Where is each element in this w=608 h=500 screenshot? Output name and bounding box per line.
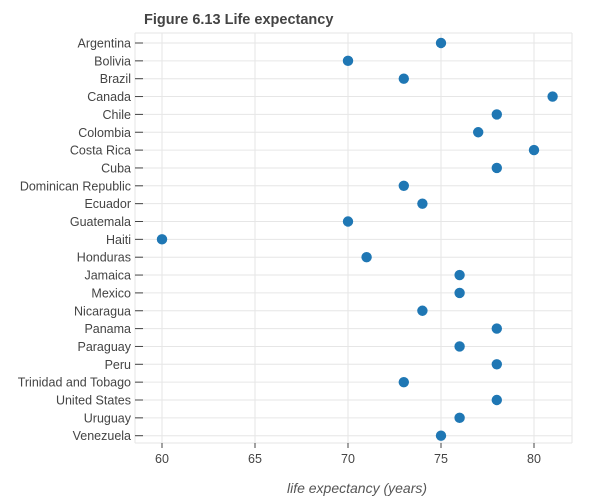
- y-tick-label: Venezuela: [73, 429, 131, 443]
- x-tick-label: 75: [434, 452, 448, 466]
- y-axis: Argentina Bolivia Brazil Canada Chile Colombi…: [18, 37, 143, 443]
- y-tick-label: Nicaragua: [74, 304, 131, 318]
- x-axis: 60 65 70 75 80: [155, 443, 541, 466]
- y-tick-label: Bolivia: [94, 54, 131, 68]
- x-tick-label: 65: [248, 452, 262, 466]
- x-tick-label: 80: [527, 452, 541, 466]
- y-tick-label: Argentina: [77, 37, 131, 51]
- data-point: [473, 127, 484, 138]
- data-point: [454, 412, 465, 424]
- y-tick-label: Paraguay: [77, 340, 131, 354]
- data-point: [342, 55, 354, 67]
- data-point: [528, 144, 540, 156]
- y-tick-label: Haiti: [106, 233, 131, 247]
- y-tick-label: Canada: [87, 90, 131, 104]
- data-point: [435, 37, 447, 49]
- data-point: [417, 305, 428, 316]
- data-point: [491, 323, 502, 334]
- data-point: [491, 359, 502, 370]
- y-tick-label: Peru: [105, 358, 131, 372]
- data-points: [156, 37, 558, 441]
- y-tick-label: United States: [56, 394, 131, 408]
- y-tick-label: Dominican Republic: [20, 179, 131, 193]
- y-tick-label: Honduras: [77, 251, 131, 265]
- data-point: [435, 430, 447, 441]
- y-tick-label: Trinidad and Tobago: [18, 376, 131, 390]
- data-point: [454, 269, 465, 281]
- data-point: [491, 109, 502, 120]
- x-tick-label: 60: [155, 452, 169, 466]
- y-tick-label: Guatemala: [70, 215, 131, 229]
- y-tick-label: Chile: [103, 108, 132, 122]
- data-point: [156, 234, 168, 245]
- data-point: [547, 91, 558, 102]
- y-tick-label: Mexico: [91, 286, 131, 300]
- y-tick-label: Costa Rica: [70, 144, 131, 158]
- data-point: [342, 216, 354, 227]
- data-point: [398, 73, 409, 84]
- x-tick-label: 70: [341, 452, 355, 466]
- grid-layer: [134, 32, 573, 444]
- data-point: [491, 394, 502, 406]
- data-point: [491, 162, 502, 174]
- y-tick-label: Ecuador: [84, 197, 131, 211]
- data-point: [454, 287, 465, 299]
- data-point: [398, 376, 409, 388]
- data-point: [417, 198, 428, 209]
- chart-title: Figure 6.13 Life expectancy: [144, 12, 333, 28]
- y-tick-label: Uruguay: [84, 411, 132, 425]
- y-tick-label: Jamaica: [84, 269, 131, 283]
- y-tick-label: Cuba: [101, 161, 131, 175]
- y-tick-label: Colombia: [78, 126, 131, 140]
- x-axis-title: life expectancy (years): [287, 480, 427, 496]
- y-tick-label: Brazil: [100, 72, 131, 86]
- data-point: [398, 180, 409, 191]
- data-point: [361, 252, 372, 263]
- y-tick-label: Panama: [84, 322, 131, 336]
- data-point: [454, 341, 465, 352]
